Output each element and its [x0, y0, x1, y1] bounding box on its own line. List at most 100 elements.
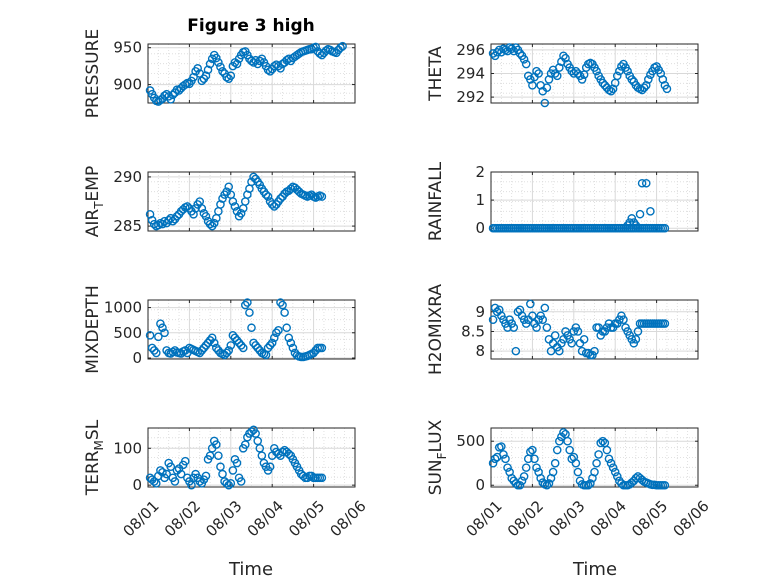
data-point: [251, 341, 260, 350]
data-point: [606, 86, 616, 96]
data-point: [265, 462, 275, 472]
data-point: [151, 348, 161, 358]
x-tick-label: 08/06: [326, 497, 369, 540]
data-point: [338, 41, 347, 51]
data-point: [573, 467, 583, 477]
data-point: [637, 178, 647, 188]
data-point: [612, 472, 622, 481]
x-axis-label-right: Time: [572, 559, 617, 580]
data-point: [269, 333, 279, 343]
data-point: [201, 471, 211, 481]
data-point: [218, 469, 227, 479]
data-point: [528, 311, 537, 321]
data-point: [207, 333, 217, 343]
data-point: [646, 207, 655, 216]
data-point: [274, 449, 283, 459]
data-point: [590, 346, 599, 356]
data-point: [573, 69, 583, 78]
data-point: [183, 202, 192, 211]
data-point: [494, 45, 504, 55]
y-axis-label: H2OMIXRA: [426, 284, 446, 375]
data-point: [274, 325, 283, 335]
axes-box: [147, 43, 356, 104]
data-point: [519, 55, 529, 64]
plot-area: [148, 172, 355, 231]
y-tick-label: 290: [113, 168, 142, 186]
data-point: [488, 49, 498, 58]
data-point: [226, 341, 236, 350]
data-point: [503, 463, 512, 472]
plot-area: [491, 300, 698, 359]
data-point: [548, 467, 558, 477]
data-point: [212, 343, 221, 353]
y-axis-label: PRESSURE: [83, 29, 103, 118]
data-point: [228, 197, 238, 206]
data-point: [627, 75, 637, 84]
data-point: [251, 429, 260, 438]
data-point: [615, 66, 624, 76]
data-point: [154, 332, 163, 342]
data-point: [253, 436, 263, 446]
data-point: [205, 451, 215, 460]
data-point: [571, 458, 581, 468]
data-point: [195, 477, 205, 486]
data-point: [280, 308, 289, 317]
data-point: [526, 299, 535, 309]
data-point: [156, 466, 165, 475]
data-point: [563, 436, 572, 446]
data-point: [532, 463, 541, 472]
data-point: [145, 330, 155, 340]
data-point: [236, 341, 246, 350]
data-point: [519, 472, 529, 481]
data-point: [542, 323, 552, 332]
data-point: [538, 315, 548, 324]
data-point: [158, 467, 167, 477]
data-point: [263, 192, 273, 201]
data-point: [224, 182, 234, 192]
data-point: [552, 71, 562, 81]
y-axis-label: TERRMSL: [83, 419, 106, 496]
data-point: [499, 450, 508, 459]
data-point: [201, 211, 211, 221]
data-point: [240, 300, 250, 310]
data-point: [507, 44, 517, 54]
y-axis-label: THETA: [426, 46, 446, 102]
data-point: [209, 338, 219, 348]
plot-area: [491, 172, 698, 231]
panel-2: 285 290 AIRTEMP: [83, 166, 356, 237]
data-point: [635, 209, 645, 219]
data-point: [534, 69, 543, 78]
y-axis-label: SUNFLUX: [426, 419, 449, 495]
data-point: [267, 338, 277, 348]
data-point: [573, 327, 583, 336]
data-point: [240, 440, 250, 449]
data-point: [631, 335, 641, 344]
data-point: [158, 323, 167, 333]
data-point: [149, 346, 159, 355]
data-point: [261, 190, 271, 199]
axes-box: [147, 299, 356, 360]
y-tick-label: 0: [475, 219, 485, 237]
data-point: [166, 462, 176, 472]
data-point: [162, 89, 171, 99]
y-axis-label: MIXDEPTH: [83, 285, 103, 374]
data-point: [156, 319, 165, 329]
data-point: [164, 215, 173, 225]
data-point: [488, 315, 498, 324]
data-point: [596, 438, 606, 448]
data-point: [168, 216, 178, 226]
data-point: [286, 184, 296, 194]
data-point: [583, 480, 593, 490]
data-point: [197, 204, 207, 213]
data-point: [528, 445, 537, 455]
data-point: [226, 479, 236, 488]
data-point: [236, 477, 246, 486]
x-tick-label: 08/02: [161, 497, 204, 540]
data-point: [660, 223, 670, 233]
data-point: [298, 471, 308, 481]
axes-box: [490, 299, 699, 360]
data-point: [617, 62, 626, 71]
data-point: [565, 445, 574, 455]
data-point: [230, 202, 240, 211]
data-point: [166, 95, 176, 104]
